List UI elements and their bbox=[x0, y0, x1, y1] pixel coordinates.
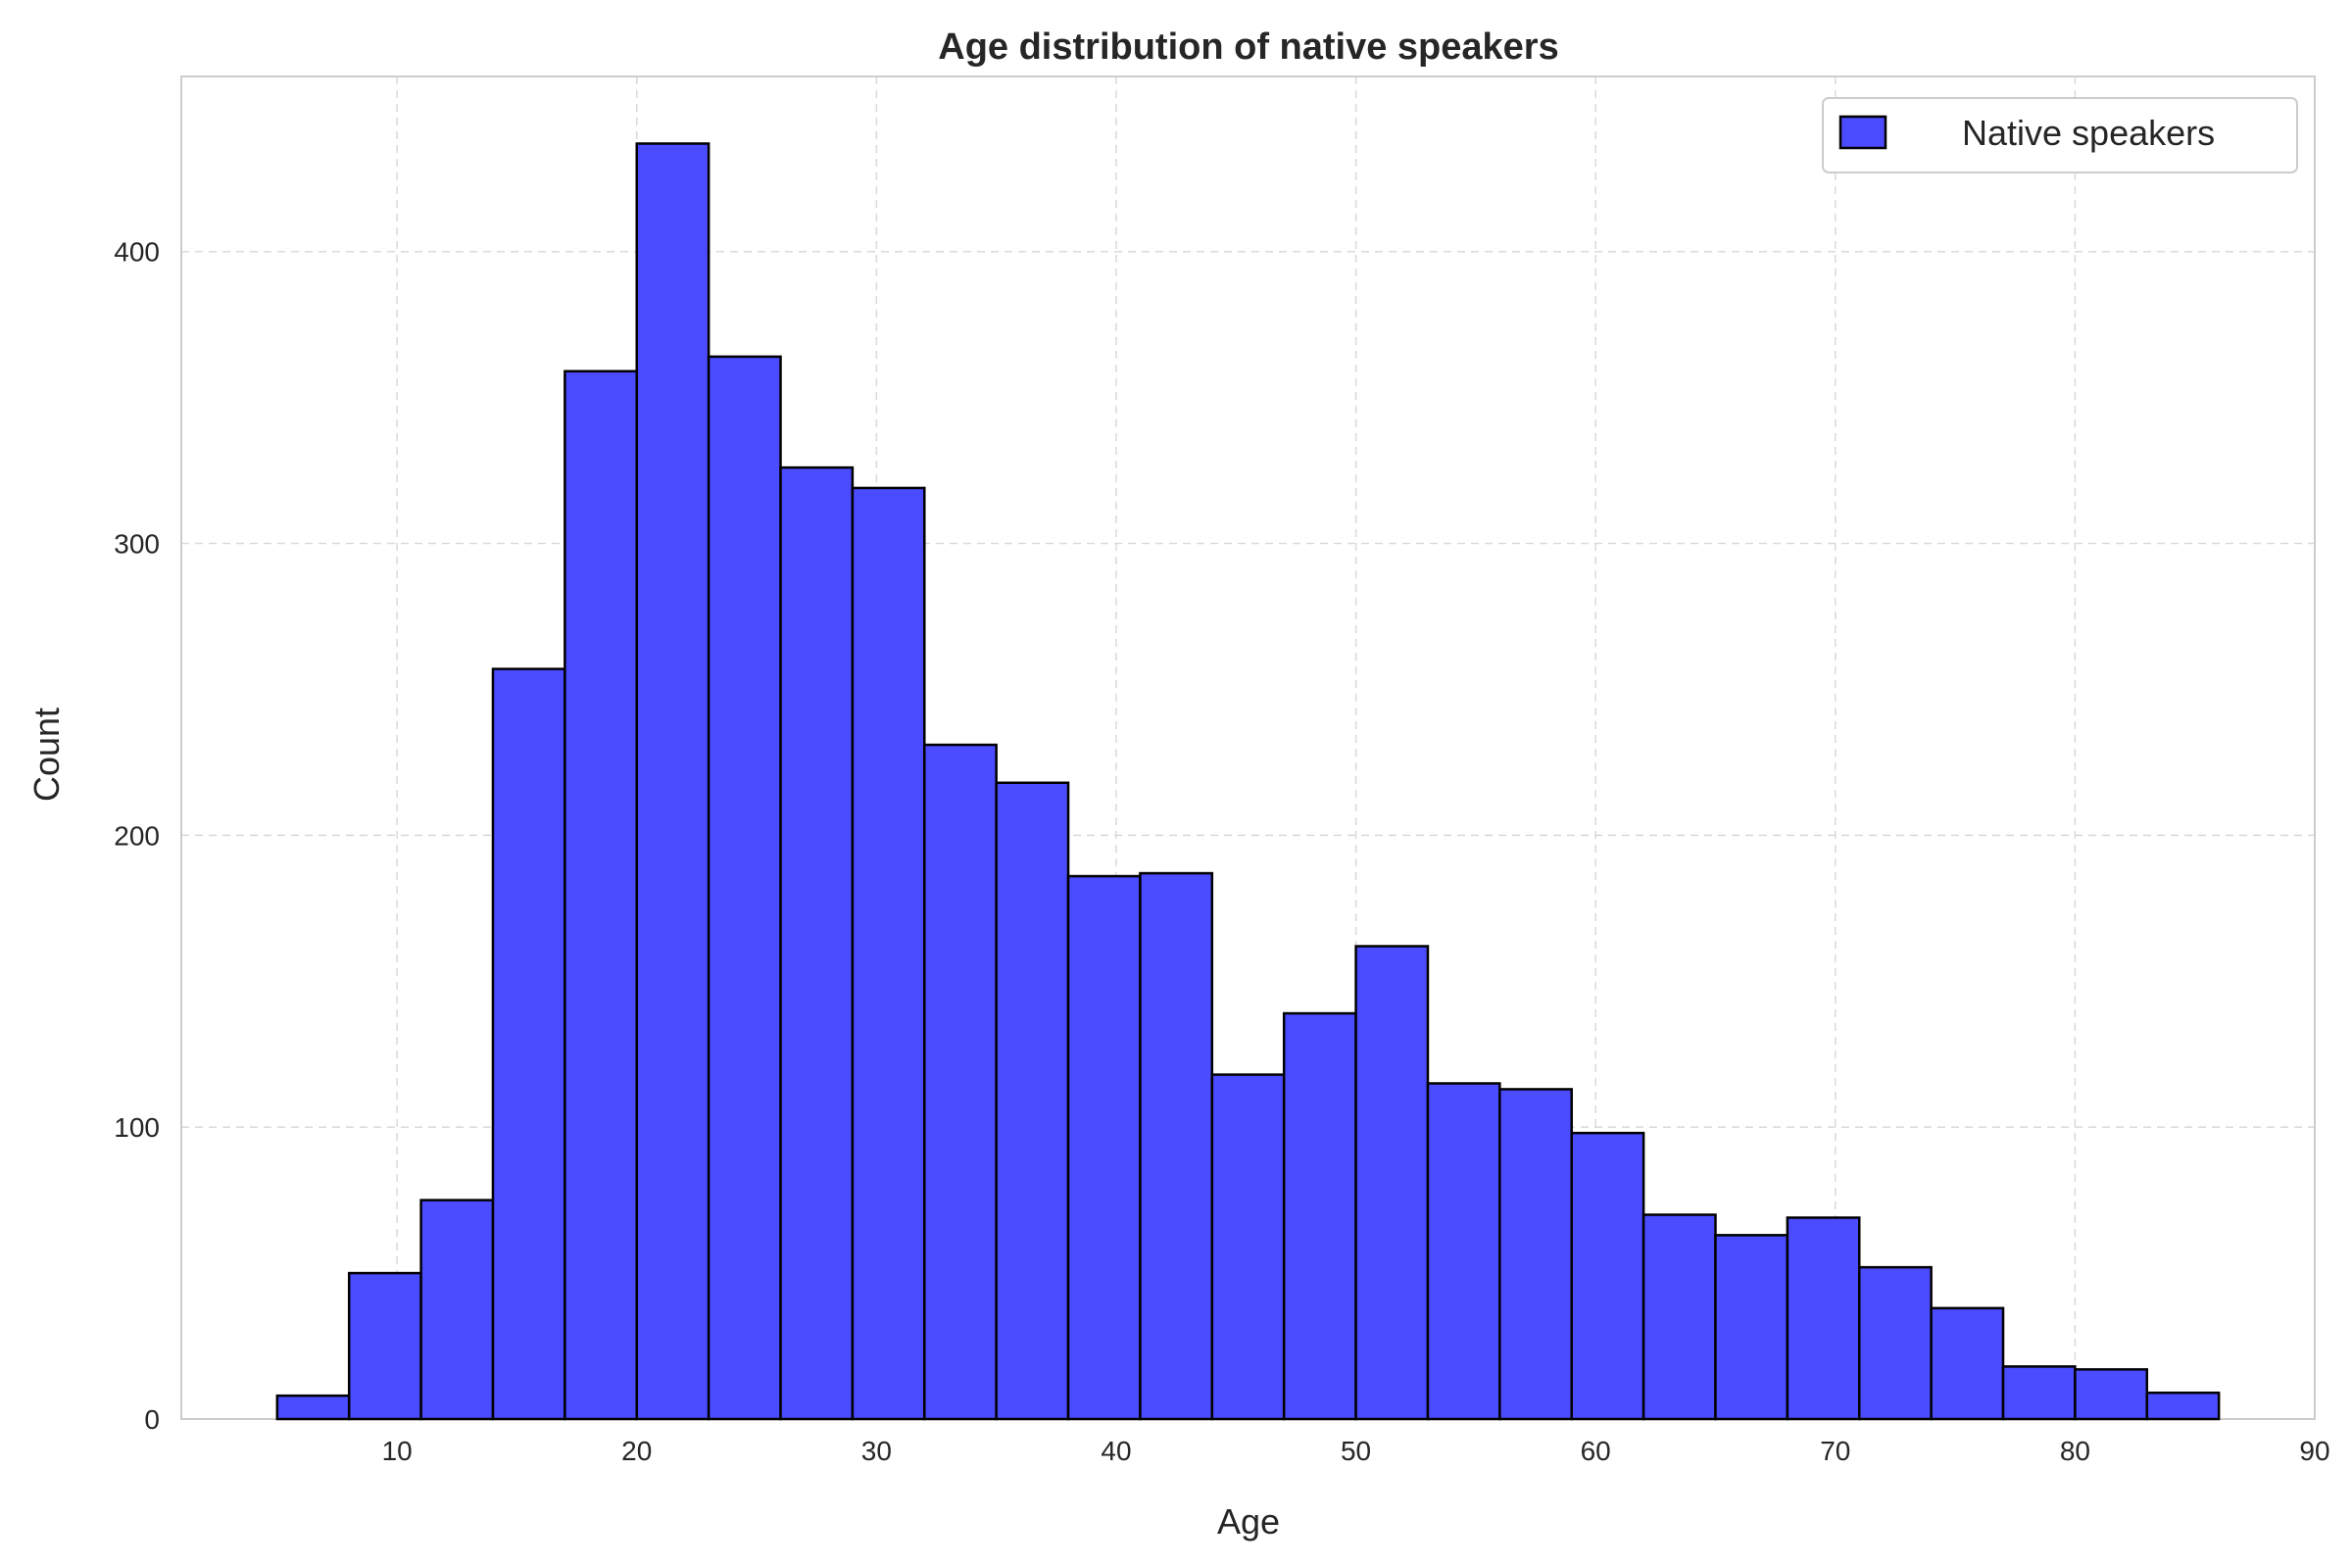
histogram-bar bbox=[491, 667, 566, 1421]
histogram-bar bbox=[1642, 1213, 1717, 1421]
x-axis-label: Age bbox=[1217, 1501, 1280, 1542]
legend: Native speakers bbox=[1822, 97, 2298, 173]
y-axis-ticks: 0 100 200 300 400 bbox=[114, 237, 160, 1435]
histogram-bar bbox=[923, 743, 998, 1421]
x-tick-label: 10 bbox=[382, 1436, 413, 1466]
y-tick-label: 0 bbox=[144, 1404, 160, 1435]
x-tick-label: 80 bbox=[2060, 1436, 2090, 1466]
legend-swatch bbox=[1838, 115, 1887, 150]
histogram-bar bbox=[635, 142, 710, 1421]
histogram-bar bbox=[1786, 1216, 1861, 1421]
histogram-bar bbox=[1139, 871, 1214, 1421]
y-axis-label: Count bbox=[26, 708, 67, 802]
histogram-bar bbox=[564, 369, 639, 1421]
y-tick-label: 200 bbox=[114, 820, 160, 851]
histogram-bar bbox=[707, 355, 782, 1421]
x-tick-label: 60 bbox=[1581, 1436, 1611, 1466]
histogram-bar bbox=[995, 781, 1070, 1421]
y-tick-label: 300 bbox=[114, 529, 160, 560]
x-tick-label: 50 bbox=[1341, 1436, 1371, 1466]
histogram-bar bbox=[1354, 945, 1430, 1421]
histogram-bar bbox=[2074, 1368, 2149, 1421]
histogram-bar bbox=[1930, 1306, 2005, 1421]
histogram-bar bbox=[1066, 874, 1142, 1421]
histogram-bar bbox=[1426, 1082, 1501, 1421]
x-tick-label: 70 bbox=[1820, 1436, 1850, 1466]
histogram-bar bbox=[1210, 1073, 1286, 1421]
histogram-bar bbox=[2001, 1365, 2077, 1421]
histogram-bar bbox=[1570, 1131, 1645, 1421]
x-tick-label: 90 bbox=[2299, 1436, 2329, 1466]
legend-box bbox=[1822, 97, 2298, 173]
histogram-bar bbox=[1857, 1265, 1933, 1421]
histogram-bars bbox=[275, 142, 2221, 1421]
y-tick-label: 100 bbox=[114, 1112, 160, 1143]
histogram-bar bbox=[2145, 1391, 2221, 1421]
chart-title: Age distribution of native speakers bbox=[938, 26, 1558, 68]
histogram-bar bbox=[1282, 1011, 1357, 1421]
x-tick-label: 20 bbox=[621, 1436, 652, 1466]
legend-label: Native speakers bbox=[1962, 113, 2215, 153]
histogram-bar bbox=[275, 1394, 351, 1421]
x-tick-label: 30 bbox=[861, 1436, 892, 1466]
histogram-bar bbox=[1498, 1088, 1573, 1421]
histogram-bar bbox=[779, 466, 855, 1421]
histogram-bar bbox=[419, 1199, 495, 1421]
x-axis-ticks: 10 20 30 40 50 60 70 80 90 bbox=[382, 1436, 2330, 1466]
histogram-bar bbox=[1714, 1234, 1789, 1421]
y-tick-label: 400 bbox=[114, 237, 160, 268]
x-tick-label: 40 bbox=[1101, 1436, 1131, 1466]
histogram-bar bbox=[851, 486, 926, 1421]
histogram-bar bbox=[347, 1271, 422, 1421]
